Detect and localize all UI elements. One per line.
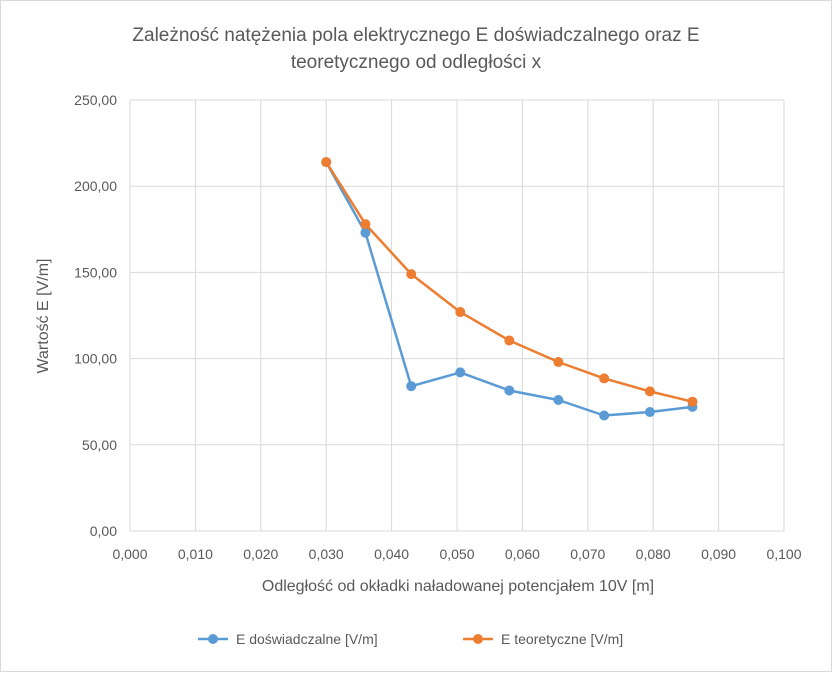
y-tick-label: 250,00 [74,92,117,108]
x-tick-label: 0,050 [439,546,474,562]
legend-marker [473,634,483,644]
series-0 [321,157,698,421]
x-tick-label: 0,000 [112,546,147,562]
data-point [455,367,466,378]
legend-item: E doświadczalne [V/m] [198,631,378,647]
y-axis-ticks: 0,00 50,00 100,00 150,00 200,00 250,00 [74,92,117,539]
x-tick-label: 0,020 [243,546,278,562]
chart-title-line-2: teoretycznego od odległości x [291,52,542,73]
y-tick-label: 50,00 [82,437,117,453]
x-axis-title: Odległość od okładki naładowanej potencj… [262,578,654,595]
data-point [553,394,564,405]
data-point [644,407,655,418]
chart-title-line-1: Zależność natężenia pola elektrycznego E… [132,25,699,46]
x-tick-label: 0,090 [701,546,736,562]
data-point [599,373,610,384]
series-line [325,161,693,417]
data-point [360,227,371,238]
x-tick-label: 0,040 [374,546,409,562]
y-tick-label: 100,00 [74,351,117,367]
x-tick-label: 0,060 [505,546,540,562]
y-tick-label: 150,00 [74,264,117,280]
legend: E doświadczalne [V/m] E teoretyczne [V/m] [198,631,623,647]
y-tick-label: 0,00 [90,523,117,539]
data-point [553,357,564,368]
legend-label: E teoretyczne [V/m] [501,631,623,647]
legend-item: E teoretyczne [V/m] [463,631,623,647]
y-tick-label: 200,00 [74,178,117,194]
data-point [687,396,698,407]
x-axis-ticks: 0,000 0,010 0,020 0,030 0,040 0,050 0,060 0,070… [112,546,801,562]
data-point [321,157,332,168]
data-point [406,269,417,280]
legend-marker [208,634,218,644]
x-tick-label: 0,080 [636,546,671,562]
series-1 [321,157,698,407]
data-point [504,335,515,346]
data-point [406,381,417,392]
x-tick-label: 0,100 [766,546,801,562]
gridlines [129,99,785,532]
data-point [455,307,466,318]
data-point [504,385,515,396]
legend-label: E doświadczalne [V/m] [236,631,378,647]
data-point [599,410,610,421]
x-tick-label: 0,010 [178,546,213,562]
data-point [644,386,655,397]
data-point [360,219,371,230]
x-tick-label: 0,070 [570,546,605,562]
y-axis-title: Wartość E [V/m] [35,259,52,374]
series-group [321,157,698,421]
x-tick-label: 0,030 [309,546,344,562]
